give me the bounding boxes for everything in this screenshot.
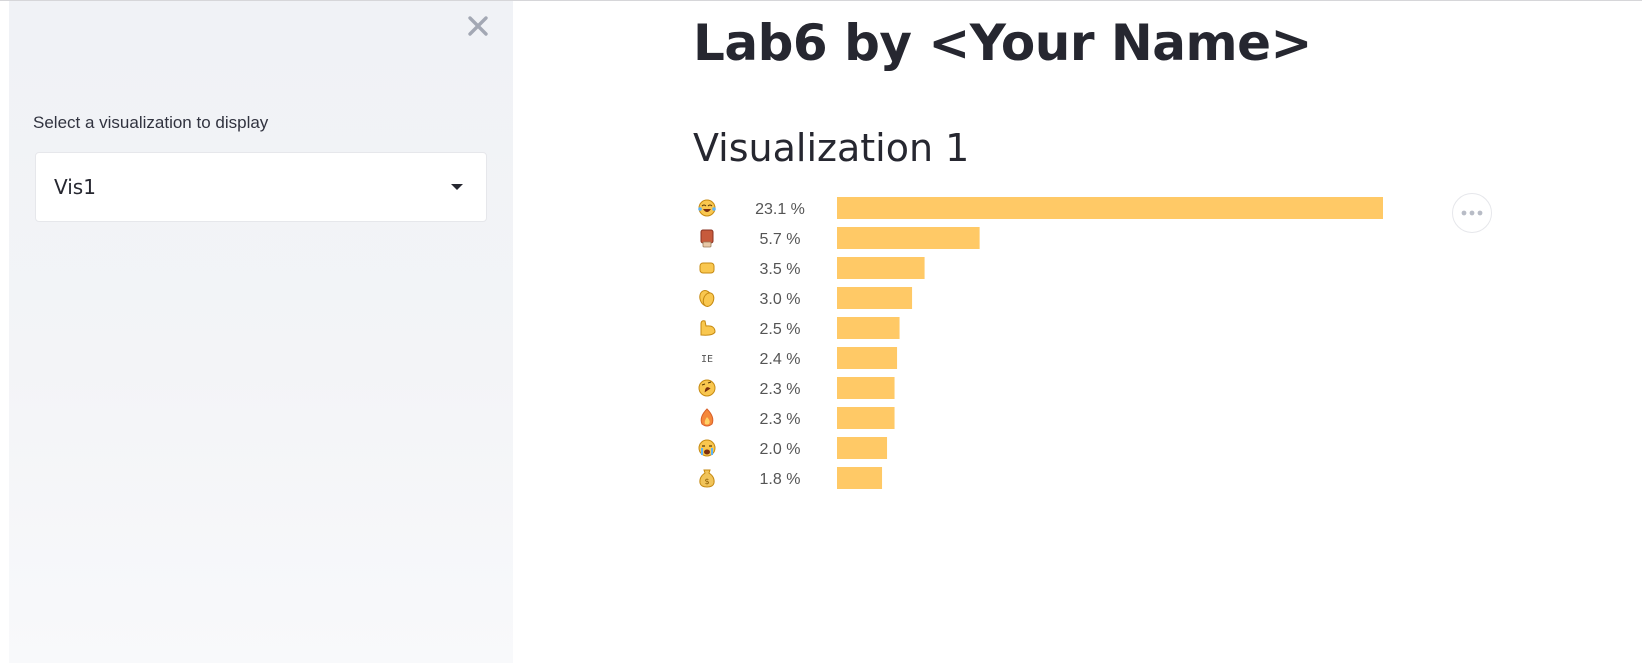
bar [837,317,900,339]
bar [837,197,1383,219]
chart-menu-button[interactable] [1452,193,1492,233]
chart-row: 23.1 % [698,197,1383,219]
muscle-icon [700,320,716,336]
close-icon [468,16,488,36]
chart-row: 2.3 % [698,377,895,399]
top-border [0,0,1642,1]
visualization-heading: Visualization 1 [693,126,970,170]
bar [837,287,913,309]
chart-row: 2.5 % [700,317,900,339]
row-text-label: IE [701,354,713,365]
chart-row: $1.8 % [699,467,883,489]
value-label: 3.5 % [760,261,801,278]
bar [837,227,980,249]
value-label: 1.8 % [760,471,801,488]
chart-row: 2.3 % [700,407,895,429]
value-label: 2.3 % [760,381,801,398]
joy-icon [698,199,716,217]
bar [837,347,898,369]
text-icon: IE [701,354,713,365]
caret-down-icon [451,184,463,190]
moneybag-icon: $ [699,469,715,488]
chart-row: 3.0 % [699,287,913,309]
value-label: 3.0 % [760,291,801,308]
value-label: 5.7 % [760,231,801,248]
more-horizontal-icon [1461,210,1483,216]
chart-row: 3.5 % [699,257,925,279]
svg-text:$: $ [704,477,709,486]
sidebar: Select a visualization to display Vis1 [9,1,513,663]
clap-icon [699,290,715,307]
chart-row: 5.7 % [700,227,980,249]
bar [837,377,895,399]
bar [837,467,883,489]
value-label: 2.5 % [760,321,801,338]
chart-row: IE 2.4 % [701,347,898,369]
value-label: 23.1 % [755,201,805,218]
bar [837,407,895,429]
sob-icon [698,439,716,457]
bar [837,257,925,279]
fire-icon [700,408,714,427]
fist-icon [700,229,714,248]
select-label: Select a visualization to display [33,113,269,132]
bar-chart: 23.1 % 5.7 % 3.5 % 3.0 % 2.5 % IE 2.4 % 2.3 % 2.… [698,197,1383,489]
select-value: Vis1 [54,175,96,199]
value-label: 2.4 % [760,351,801,368]
value-label: 2.0 % [760,441,801,458]
chart-row: 2.0 % [698,437,888,459]
page-title: Lab6 by <Your Name> [693,14,1312,72]
fist-icon [699,262,715,274]
visualization-select[interactable]: Vis1 [35,152,487,222]
rofl-icon [698,379,716,397]
close-sidebar-button[interactable] [463,11,493,41]
bar [837,437,888,459]
value-label: 2.3 % [760,411,801,428]
